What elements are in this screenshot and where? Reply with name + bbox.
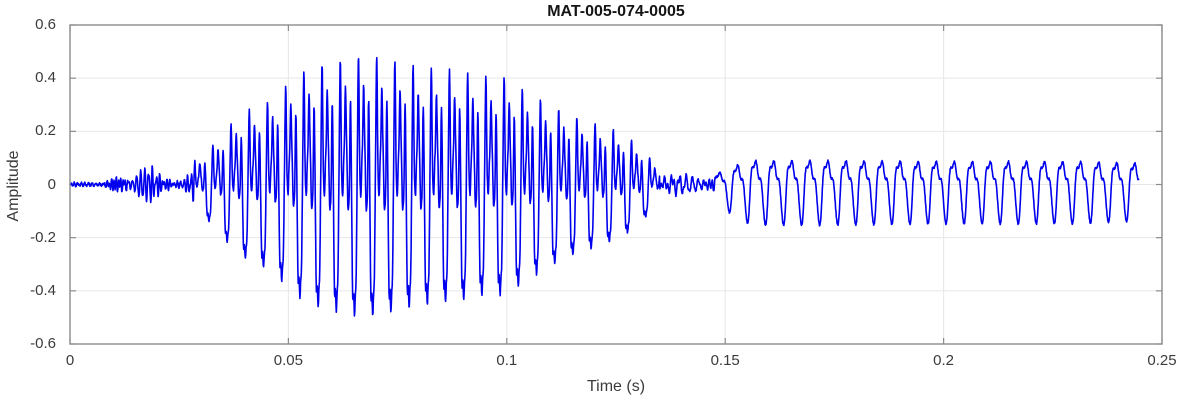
y-tick-label: -0.4 [30, 281, 56, 299]
waveform-series [69, 56, 1140, 317]
y-tick-label: 0.4 [35, 69, 56, 87]
plot-box-border [69, 24, 1163, 345]
x-tick-label: 0.25 [1147, 352, 1177, 369]
x-axis-label: Time (s) [586, 378, 646, 395]
y-tick-label: 0.6 [35, 16, 56, 33]
y-tick-label: 0.2 [35, 122, 56, 140]
y-tick-label: -0.6 [30, 335, 56, 352]
x-tick-label: 0.05 [273, 352, 303, 369]
y-tick-label: -0.2 [30, 228, 56, 246]
x-tick-label: 0.2 [933, 352, 955, 369]
y-tick-label: 0 [47, 175, 56, 193]
x-tick-label: 0.1 [496, 352, 518, 369]
plot-title: MAT-005-074-0005 [547, 3, 685, 20]
x-tick-label: 0.15 [710, 352, 740, 369]
x-tick-label: 0 [65, 352, 75, 369]
